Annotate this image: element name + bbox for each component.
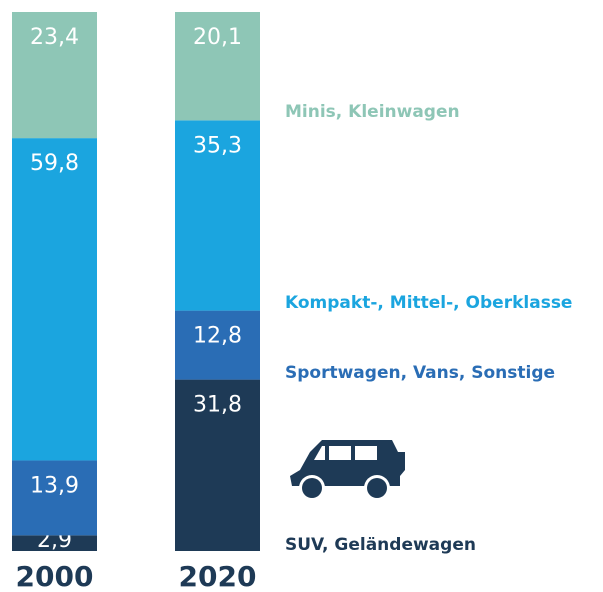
bar-segment — [12, 12, 97, 139]
bar-segment — [175, 12, 260, 121]
value-label: 59,8 — [30, 151, 79, 176]
value-label: 35,3 — [193, 133, 242, 158]
bar-segment — [12, 460, 97, 536]
value-label: 12,8 — [193, 324, 242, 349]
bar-segment — [175, 120, 260, 311]
bar-segment — [175, 379, 260, 551]
bar-segment — [12, 535, 97, 551]
bar-segment — [12, 138, 97, 461]
legend-label: SUV, Geländewagen — [285, 535, 476, 555]
bar-segment — [175, 310, 260, 380]
value-label: 31,8 — [193, 393, 242, 418]
category-label: 2000 — [16, 560, 94, 592]
legend-label: Sportwagen, Vans, Sonstige — [285, 363, 555, 383]
legend-label: Kompakt-, Mittel-, Oberklasse — [285, 293, 572, 313]
category-label: 2020 — [179, 560, 257, 592]
legend-label: Minis, Kleinwagen — [285, 102, 460, 122]
car-icon — [290, 440, 405, 501]
value-label: 23,4 — [30, 25, 79, 50]
value-label: 20,1 — [193, 25, 242, 50]
value-label: 13,9 — [30, 473, 79, 498]
